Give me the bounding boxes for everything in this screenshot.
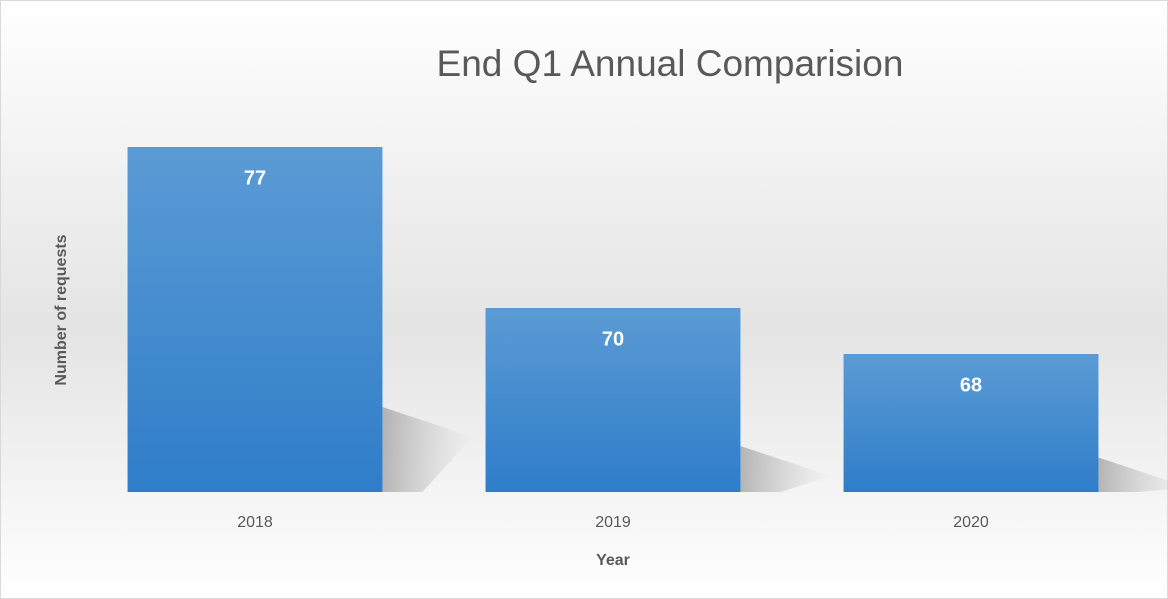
y-axis-title: Number of requests — [53, 234, 70, 385]
data-label: 68 — [960, 374, 982, 396]
data-label: 77 — [244, 167, 266, 189]
bar-shadow — [382, 407, 473, 492]
shadows — [382, 407, 1168, 492]
bar-shadow — [1098, 457, 1168, 492]
bar — [843, 354, 1099, 492]
chart-title: End Q1 Annual Comparision — [437, 43, 904, 84]
bar — [485, 308, 741, 492]
x-axis-title: Year — [596, 552, 630, 569]
bar-shadow — [740, 446, 831, 492]
bar — [127, 147, 383, 492]
x-tick-label: 2018 — [237, 514, 273, 531]
x-tick-label: 2020 — [953, 514, 989, 531]
x-tick-label: 2019 — [595, 514, 631, 531]
data-label: 70 — [602, 328, 624, 350]
